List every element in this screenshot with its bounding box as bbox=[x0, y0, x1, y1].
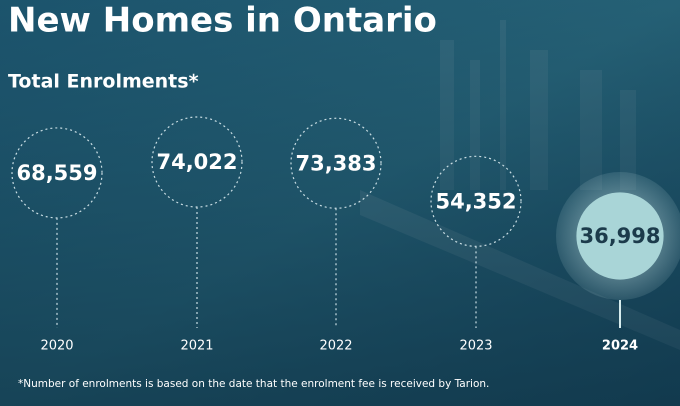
footnote: *Number of enrolments is based on the da… bbox=[18, 378, 489, 390]
value-label: 68,559 bbox=[16, 161, 97, 185]
year-label: 2023 bbox=[459, 339, 492, 354]
value-label: 73,383 bbox=[295, 151, 376, 175]
year-label: 2020 bbox=[40, 339, 73, 354]
subtitle: Total Enrolments* bbox=[8, 71, 199, 93]
value-circle bbox=[290, 117, 382, 209]
title: New Homes in Ontario bbox=[8, 1, 437, 41]
value-label: 36,998 bbox=[579, 224, 660, 248]
value-circle bbox=[576, 192, 664, 280]
value-circle bbox=[430, 155, 522, 247]
value-circle bbox=[11, 127, 103, 219]
year-label: 2024 bbox=[602, 339, 638, 354]
value-label: 74,022 bbox=[156, 150, 237, 174]
year-label: 2022 bbox=[319, 339, 352, 354]
value-circle bbox=[151, 116, 243, 208]
value-label: 54,352 bbox=[435, 189, 516, 213]
year-label: 2021 bbox=[180, 339, 213, 354]
